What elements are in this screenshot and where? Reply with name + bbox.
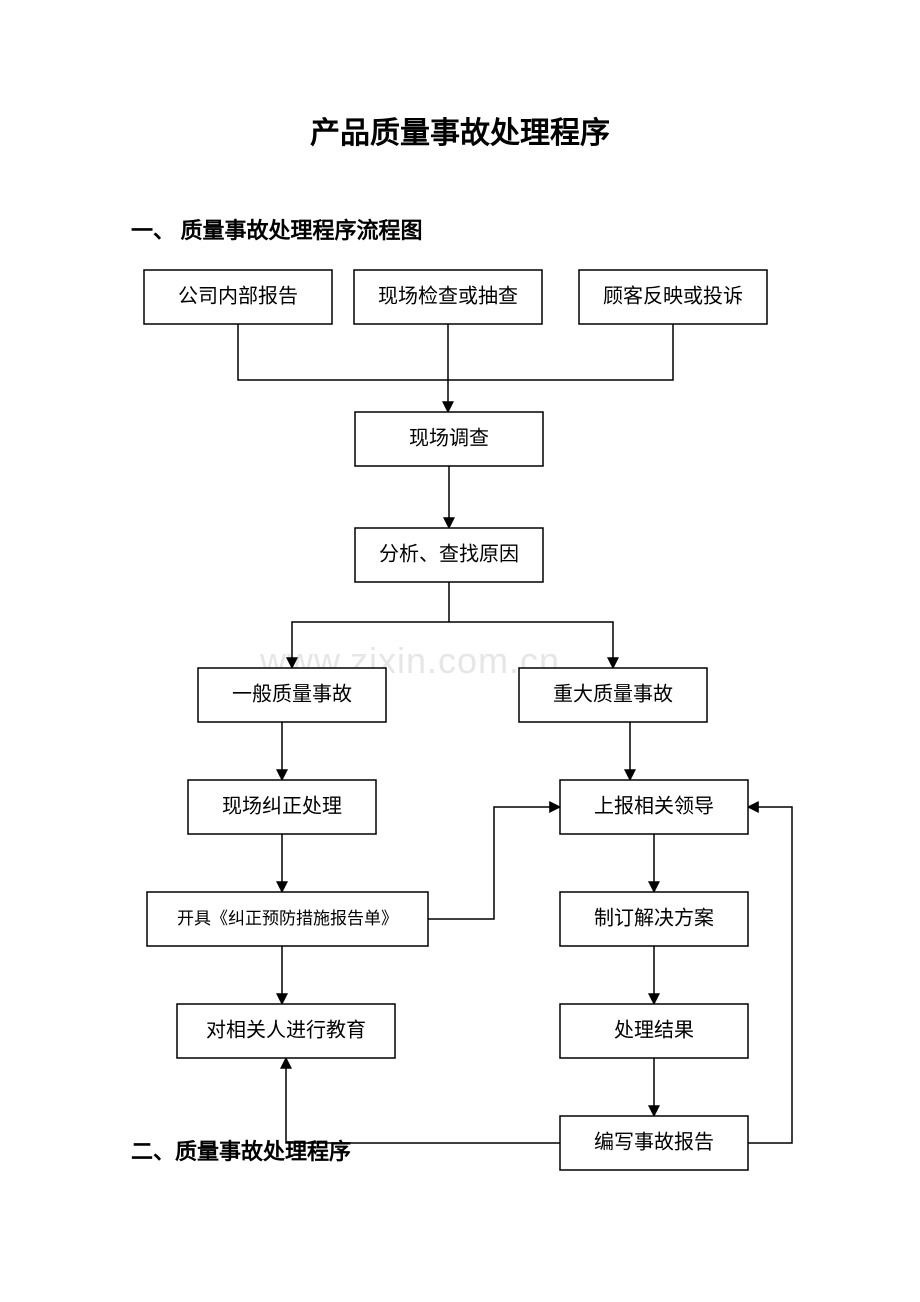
flow-node: 现场调查: [355, 412, 543, 466]
flow-node: 开具《纠正预防措施报告单》: [147, 892, 428, 946]
svg-text:一般质量事故: 一般质量事故: [232, 683, 352, 706]
flow-node: 分析、查找原因: [355, 528, 543, 582]
svg-text:重大质量事故: 重大质量事故: [553, 683, 673, 706]
flow-edge: [238, 324, 449, 380]
svg-text:公司内部报告: 公司内部报告: [178, 285, 298, 308]
flow-node: 现场检查或抽查: [354, 270, 542, 324]
svg-text:编写事故报告: 编写事故报告: [594, 1131, 714, 1154]
flow-node: 顾客反映或投诉: [579, 270, 767, 324]
flowchart-canvas: 公司内部报告 现场检查或抽查 顾客反映或投诉现场调查分析、查找原因一般质量事故 重大质…: [0, 0, 920, 1302]
flow-node: 处理结果: [560, 1004, 748, 1058]
flow-edge: [449, 324, 673, 380]
flow-edge: [748, 807, 792, 1143]
flow-node: 一般质量事故: [198, 668, 386, 722]
flow-node: 现场纠正处理: [188, 780, 376, 834]
svg-text:分析、查找原因: 分析、查找原因: [379, 543, 519, 566]
svg-text:制订解决方案: 制订解决方案: [594, 907, 714, 930]
flow-node: 上报相关领导: [560, 780, 748, 834]
flow-node: 重大质量事故: [519, 668, 707, 722]
svg-text:现场纠正处理: 现场纠正处理: [222, 795, 342, 818]
flow-node: 制订解决方案: [560, 892, 748, 946]
flow-edge: [428, 807, 560, 919]
document-page: 产品质量事故处理程序 一、 质量事故处理程序流程图 www.zixin.com.…: [0, 0, 920, 1302]
svg-text:上报相关领导: 上报相关领导: [594, 795, 714, 818]
flow-node: 编写事故报告: [560, 1116, 748, 1170]
svg-text:顾客反映或投诉: 顾客反映或投诉: [603, 285, 743, 308]
svg-text:现场调查: 现场调查: [409, 427, 489, 450]
flow-edge: [449, 622, 613, 668]
section-2-heading: 二、质量事故处理程序: [131, 1134, 351, 1166]
flow-edge: [292, 622, 449, 668]
flow-node: 对相关人进行教育: [177, 1004, 395, 1058]
flow-edge: [286, 1058, 560, 1143]
svg-text:对相关人进行教育: 对相关人进行教育: [206, 1019, 366, 1042]
flow-node: 公司内部报告: [144, 270, 332, 324]
svg-text:开具《纠正预防措施报告单》: 开具《纠正预防措施报告单》: [177, 909, 398, 928]
svg-text:现场检查或抽查: 现场检查或抽查: [378, 285, 518, 308]
svg-text:处理结果: 处理结果: [614, 1019, 694, 1042]
